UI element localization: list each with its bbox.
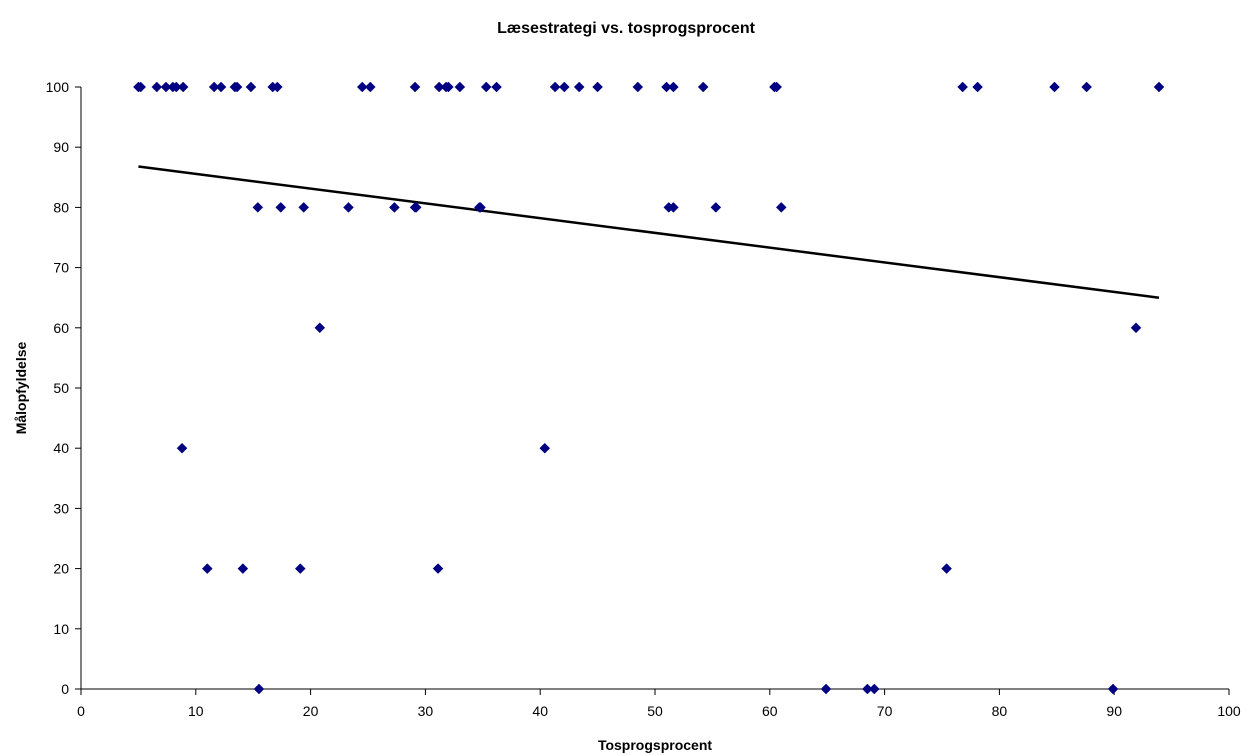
x-tick-label: 70 (877, 703, 893, 719)
data-point (252, 202, 264, 213)
data-point (480, 81, 492, 93)
x-tick-label: 40 (532, 703, 548, 719)
data-point (294, 563, 306, 574)
data-point (941, 563, 952, 574)
data-point (135, 81, 147, 93)
data-point (1081, 81, 1093, 93)
data-point (1130, 322, 1142, 334)
data-point (177, 81, 189, 93)
data-point (592, 81, 603, 93)
x-tick-label: 90 (1106, 703, 1122, 719)
y-axis-label: Målopfyldelse (13, 342, 29, 435)
y-tick-label: 70 (53, 260, 69, 276)
data-point (215, 81, 227, 93)
trendline (138, 165, 1160, 299)
chart-title: Læsestrategi vs. tosprogsprocent (497, 20, 756, 37)
y-tick-label: 0 (61, 681, 69, 697)
data-point (775, 202, 787, 213)
data-point (475, 202, 486, 213)
data-point (410, 202, 422, 213)
data-point (668, 202, 679, 213)
y-tick-label: 90 (53, 139, 69, 155)
trendline-group (138, 165, 1160, 299)
y-tick-label: 50 (53, 380, 69, 396)
y-tick-label: 20 (53, 561, 69, 577)
data-point (1153, 81, 1165, 93)
data-point (710, 202, 722, 213)
data-point (151, 81, 163, 93)
data-point (454, 81, 466, 93)
data-point (343, 202, 354, 213)
data-point (432, 563, 444, 574)
data-point (231, 81, 243, 93)
y-tick-label: 40 (53, 440, 69, 456)
x-tick-label: 0 (77, 703, 85, 719)
data-point (275, 202, 287, 213)
data-point (697, 81, 709, 93)
data-point (201, 563, 213, 574)
data-point (389, 202, 400, 213)
data-point (443, 81, 454, 93)
data-point (245, 81, 257, 93)
data-point (632, 81, 644, 93)
x-tick-label: 20 (303, 703, 319, 719)
x-tick-label: 30 (418, 703, 434, 719)
data-point (1107, 683, 1119, 695)
x-tick-label: 100 (1217, 703, 1241, 719)
data-point (237, 563, 249, 574)
x-axis-label: Tosprogsprocent (598, 737, 712, 753)
data-point (539, 442, 551, 454)
x-tick-label: 50 (647, 703, 663, 719)
x-tick-label: 60 (762, 703, 778, 719)
y-tick-label: 60 (53, 320, 69, 336)
data-points (133, 81, 1165, 695)
y-axis-ticks: 0 10 20 30 40 50 60 70 80 90 100 (46, 79, 81, 697)
data-point (176, 442, 188, 454)
data-point (409, 81, 421, 93)
y-tick-label: 100 (46, 79, 70, 95)
data-point (314, 322, 326, 334)
data-point (668, 81, 679, 93)
y-tick-label: 80 (53, 199, 69, 215)
data-point (1049, 81, 1060, 93)
data-point (771, 81, 783, 93)
data-point (364, 81, 376, 93)
data-point (271, 81, 283, 93)
data-point (868, 683, 880, 695)
x-tick-label: 10 (188, 703, 204, 719)
data-point (298, 202, 310, 213)
plot-area (80, 87, 1229, 690)
y-tick-label: 30 (53, 500, 69, 516)
data-point (558, 81, 570, 93)
x-axis-ticks: 0 10 20 30 40 50 60 70 80 90 100 (77, 689, 1241, 719)
y-tick-label: 10 (53, 621, 69, 637)
data-point (573, 81, 585, 93)
data-point (491, 81, 502, 93)
data-point (972, 81, 983, 93)
x-tick-label: 80 (992, 703, 1008, 719)
data-point (957, 81, 969, 93)
data-point (549, 81, 561, 93)
data-point (253, 683, 265, 695)
data-point (820, 683, 832, 695)
data-point (356, 81, 368, 93)
